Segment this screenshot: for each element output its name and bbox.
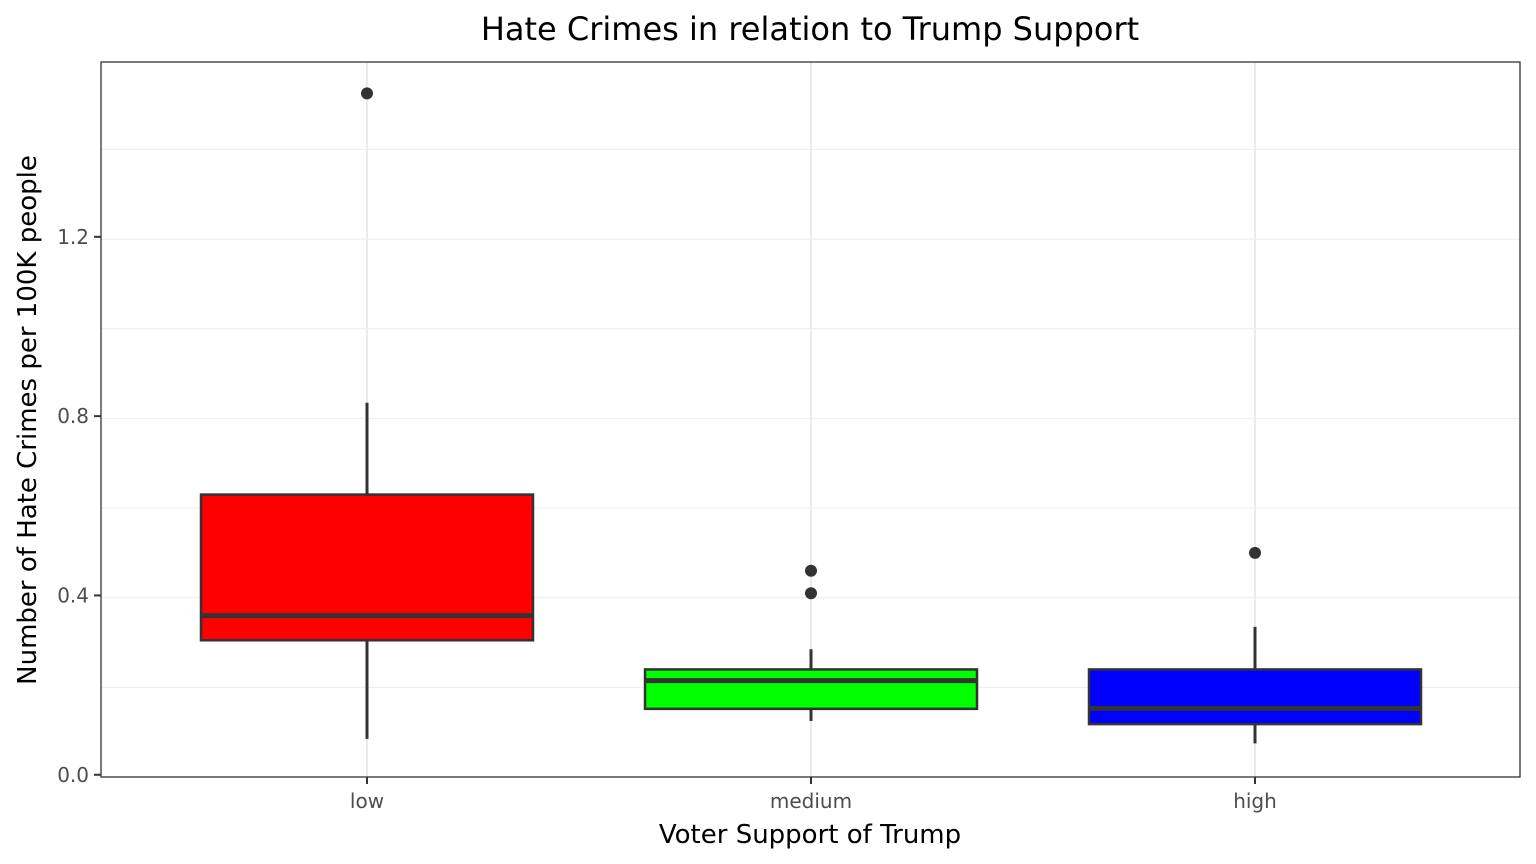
y-tick-label: 1.2 [57,225,89,249]
box-body [199,493,535,642]
y-tick-label: 0.8 [57,404,89,428]
y-axis: 0.0 0.4 0.8 1.2 [57,225,101,787]
y-tick-label: 0.0 [57,763,89,787]
box-medium [643,564,979,721]
boxes [199,87,1423,744]
outlier-point [805,587,817,600]
y-axis-title: Number of Hate Crimes per 100K people [13,155,43,685]
outlier-point [1249,546,1261,559]
box-high [1087,546,1423,744]
outlier-point [805,564,817,577]
x-axis: low medium high [350,777,1277,813]
box-body [1087,668,1423,726]
box-low [199,87,535,739]
x-tick-label: low [350,789,384,813]
chart-title: Hate Crimes in relation to Trump Support [481,10,1139,48]
y-tick-label: 0.4 [57,583,89,607]
outlier-point [361,87,373,100]
x-tick-label: high [1233,789,1277,813]
x-tick-label: medium [770,789,852,813]
x-axis-title: Voter Support of Trump [659,820,961,850]
box-body [643,668,979,711]
plot-panel [100,61,1521,778]
